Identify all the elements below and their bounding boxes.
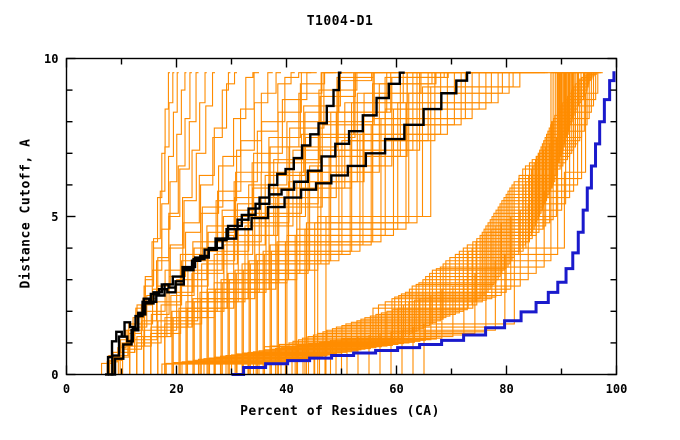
x-tick-label: 20 xyxy=(169,381,184,396)
y-tick-label: 10 xyxy=(44,51,59,66)
x-tick-label: 40 xyxy=(279,381,294,396)
axis-ticks xyxy=(65,57,618,376)
highlighted-model-curves xyxy=(105,71,471,376)
y-axis-label: Distance Cutoff, A xyxy=(18,138,34,289)
background-prediction-curves xyxy=(94,72,603,376)
x-axis-label: Percent of Residues (CA) xyxy=(240,404,440,419)
x-tick-label: 80 xyxy=(499,381,514,396)
best-model-curve xyxy=(231,71,616,376)
y-tick-label: 0 xyxy=(51,367,59,382)
x-tick-label: 100 xyxy=(605,381,628,396)
y-tick-label: 5 xyxy=(51,209,59,224)
chart-title: T1004-D1 xyxy=(306,14,374,29)
x-tick-label: 60 xyxy=(389,381,404,396)
x-tick-label: 0 xyxy=(62,381,71,396)
